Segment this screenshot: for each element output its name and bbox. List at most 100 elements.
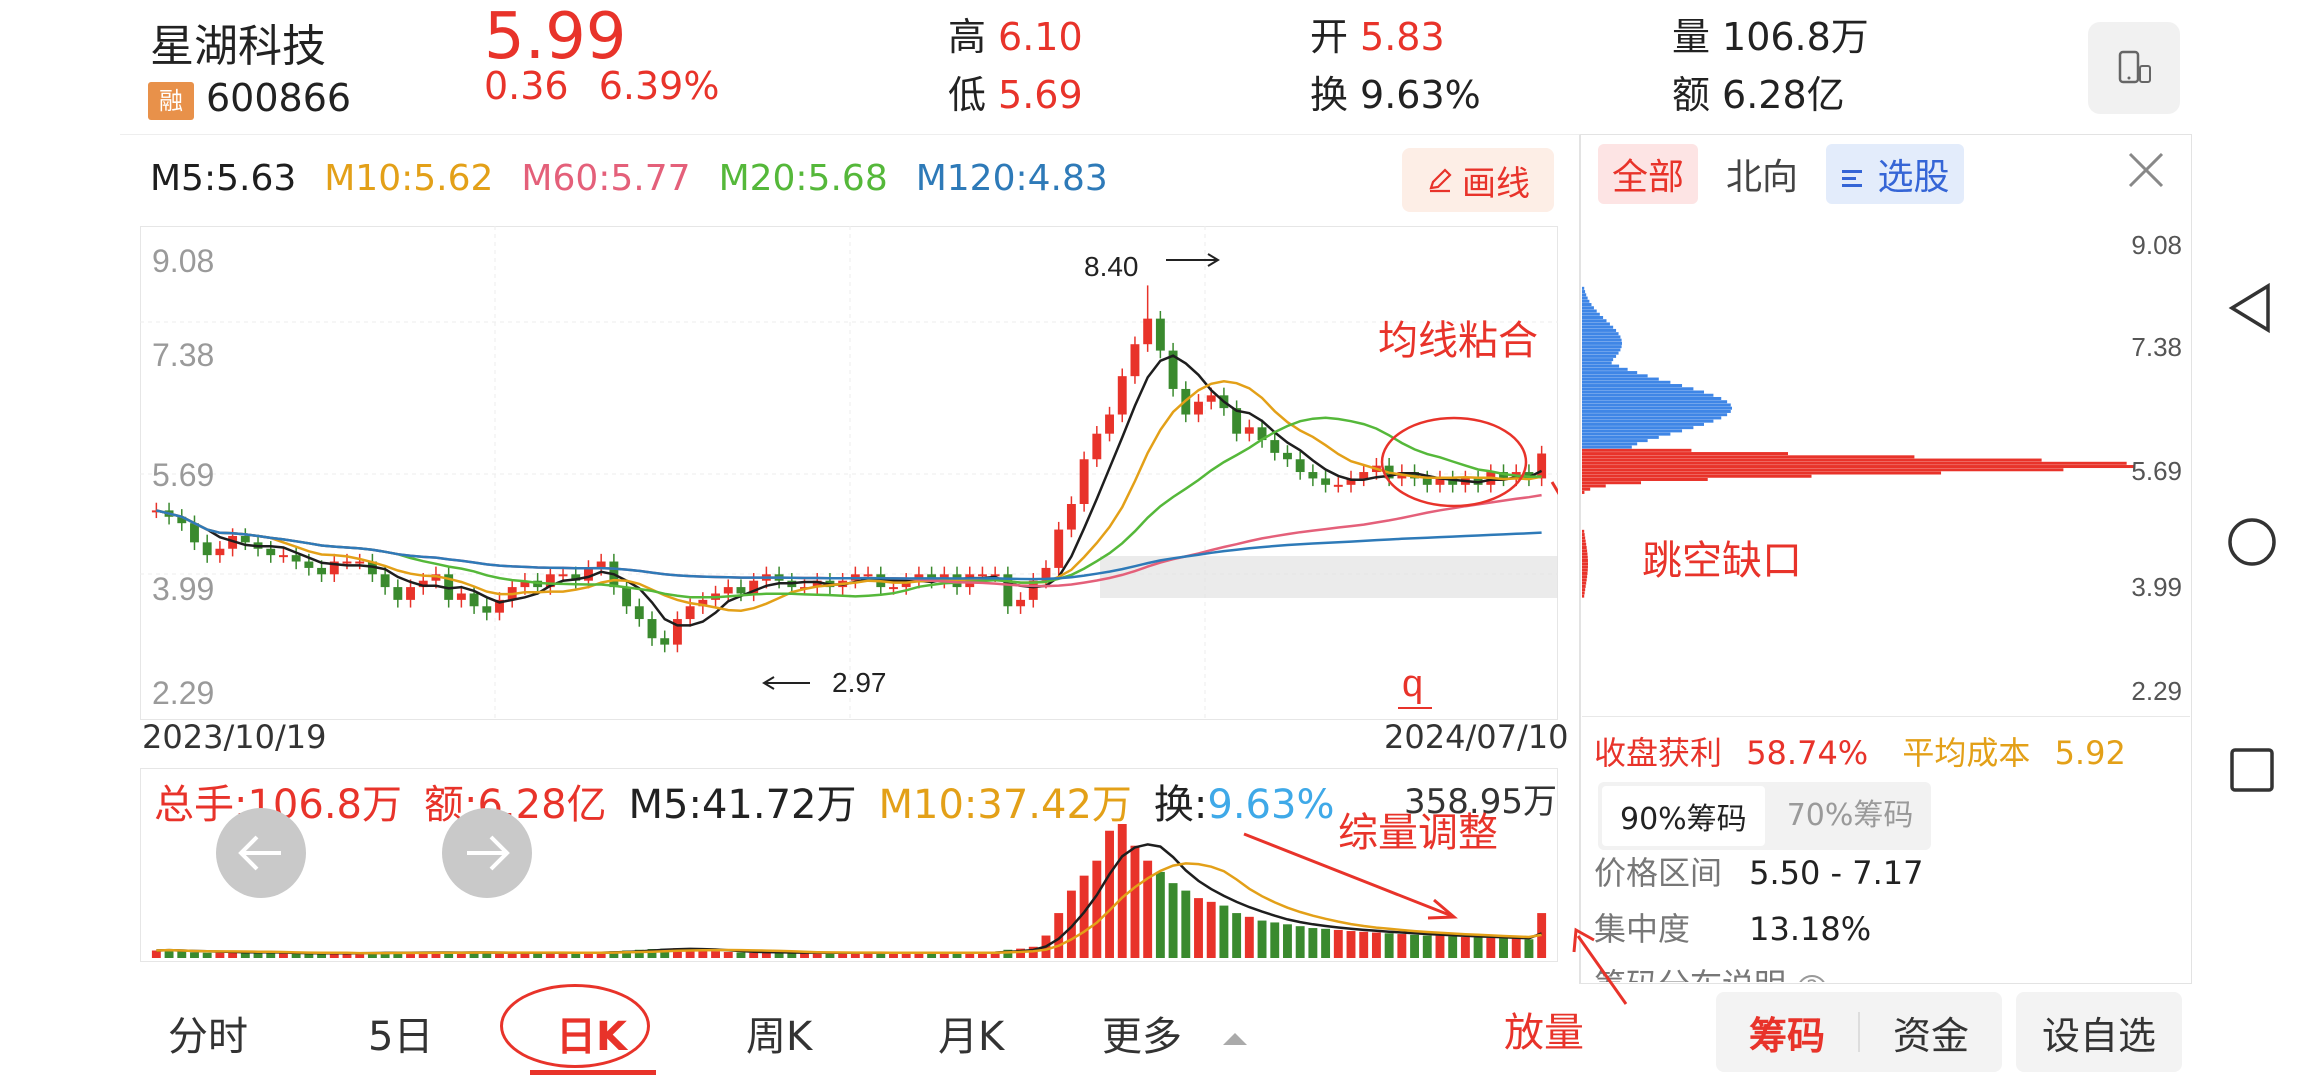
gap-annotation: 跳空缺口 xyxy=(1642,538,1802,584)
candle-body xyxy=(1016,599,1026,607)
tab-90-chip[interactable]: 90%筹码 xyxy=(1602,786,1765,846)
chip-bar xyxy=(1582,578,1587,582)
chip-bar xyxy=(1582,445,1632,449)
close-button[interactable] xyxy=(2124,148,2168,196)
candle-body xyxy=(1079,459,1089,504)
volume-bars xyxy=(151,824,1547,958)
scroll-left-button[interactable] xyxy=(216,808,306,898)
candle-body xyxy=(749,580,759,594)
turnover-label: 换 xyxy=(1310,73,1349,117)
volume-frame xyxy=(140,768,1558,962)
fund-button[interactable]: 资金 xyxy=(1892,1013,1969,1058)
low-value: 5.69 xyxy=(998,73,1083,117)
candle-body xyxy=(1117,376,1127,415)
candle-body xyxy=(685,606,695,620)
volume-bar xyxy=(1181,890,1191,958)
margin-badge: 融 xyxy=(148,82,194,120)
chip-bar xyxy=(1582,594,1585,598)
candle-body xyxy=(431,574,441,581)
volume-bar xyxy=(355,953,365,958)
volume-bar xyxy=(317,953,327,958)
chip-bar xyxy=(1582,426,1694,430)
chip-bar xyxy=(1582,562,1588,566)
volume-bar xyxy=(507,952,517,958)
low-marker-arrow xyxy=(762,676,810,690)
nav-back-button[interactable] xyxy=(2226,282,2274,338)
volume-bar xyxy=(863,952,873,958)
volume-bar xyxy=(431,952,441,958)
volume-bar xyxy=(495,953,504,958)
draw-line-button[interactable]: 画线 xyxy=(1402,148,1554,212)
candle-body xyxy=(190,523,199,543)
tab-all[interactable]: 全部 xyxy=(1598,144,1699,204)
volume-max-label: 358.95万 xyxy=(1404,782,1557,822)
nav-home-button[interactable] xyxy=(2226,516,2278,572)
chip-bar xyxy=(1582,403,1731,407)
volume-chart[interactable] xyxy=(140,768,1558,962)
candle-body xyxy=(1244,427,1254,434)
volume-bar xyxy=(1143,860,1153,958)
candle-body xyxy=(1422,478,1432,485)
tab-daily-k[interactable]: 日K xyxy=(556,1014,627,1060)
chip-fund-toggle: 筹码 资金 xyxy=(1716,992,2002,1072)
chip-bar xyxy=(1582,319,1607,323)
chip-bar xyxy=(1582,286,1585,290)
candle-body xyxy=(634,606,644,620)
kline-chart[interactable]: 9.08 7.38 5.69 3.99 2.29 8.40 2.97 均线粘合 … xyxy=(140,226,1558,720)
volume-bar xyxy=(469,952,479,958)
scroll-right-button[interactable] xyxy=(442,808,532,898)
volume-bar xyxy=(685,949,695,958)
volume-bar xyxy=(1295,926,1305,958)
candle-body xyxy=(406,587,415,600)
amount-stat: 额 6.28亿 xyxy=(1672,64,1845,119)
volume-bar xyxy=(1511,938,1521,958)
volume-bar xyxy=(1359,931,1369,958)
candle-body xyxy=(622,587,632,607)
volume-bar xyxy=(965,952,975,958)
volume-bar xyxy=(1105,830,1114,958)
tab-weekly-k[interactable]: 周K xyxy=(746,1014,813,1060)
candle-body xyxy=(240,535,250,543)
tab-monthly-k[interactable]: 月K xyxy=(938,1014,1005,1060)
chip-bar xyxy=(1582,458,2042,462)
chip-bar xyxy=(1582,558,1588,562)
tab-stock-picker[interactable]: 选股 xyxy=(1826,144,1964,204)
candle-body xyxy=(584,567,593,581)
volume-bar xyxy=(190,952,199,958)
volume-trend-arrow xyxy=(1243,832,1458,920)
volume-up-arrow xyxy=(1572,927,1628,1005)
chip-bar xyxy=(1582,299,1590,303)
tab-stock-picker-label: 选股 xyxy=(1877,157,1950,198)
candle-body xyxy=(291,555,301,562)
landscape-toggle-button[interactable] xyxy=(2088,22,2180,114)
chip-bar xyxy=(1582,328,1617,332)
chip-bar xyxy=(1582,591,1585,595)
chip-bar xyxy=(1582,568,1588,572)
chip-bar xyxy=(1582,303,1592,307)
ma120-line xyxy=(156,509,1542,581)
volume-bar xyxy=(329,952,339,958)
tab-intraday[interactable]: 分时 xyxy=(168,1014,248,1060)
candle-body xyxy=(863,574,873,577)
tab-5day[interactable]: 5日 xyxy=(368,1014,434,1060)
tab-70-chip[interactable]: 70%筹码 xyxy=(1786,798,1914,833)
chip-bar xyxy=(1582,400,1728,404)
add-watchlist-button[interactable]: 设自选 xyxy=(2016,992,2182,1072)
chip-bar xyxy=(1582,442,1638,446)
chip-bar xyxy=(1582,348,1621,352)
ma20-value: M20:5.68 xyxy=(718,158,888,199)
chip-bar xyxy=(1582,581,1587,585)
tab-northbound[interactable]: 北向 xyxy=(1726,157,1799,198)
candle-body xyxy=(495,599,504,613)
chip-explain-link[interactable]: 筹码分布说明 ? xyxy=(1594,960,1828,982)
date-end: 2024/07/10 xyxy=(1384,718,1569,756)
candle-body xyxy=(672,619,682,645)
tab-more[interactable]: 更多 xyxy=(1102,1004,1247,1062)
volume-bar xyxy=(1308,928,1318,958)
chip-bar xyxy=(1582,439,1648,443)
volume-ma5-line xyxy=(156,843,1543,955)
recents-square-icon xyxy=(2230,748,2274,792)
chip-button[interactable]: 筹码 xyxy=(1748,1013,1825,1058)
list-icon xyxy=(1842,170,1863,187)
nav-recents-button[interactable] xyxy=(2228,746,2276,798)
